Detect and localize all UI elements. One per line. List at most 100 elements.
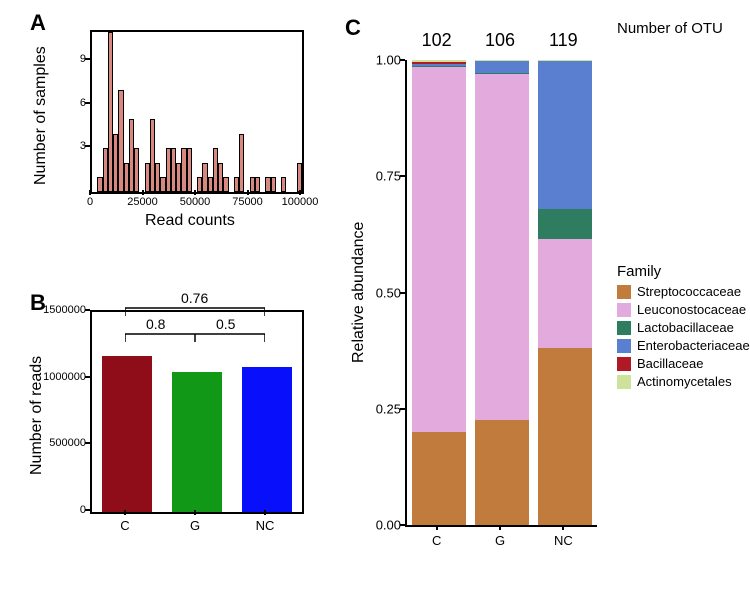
panel-c-ytick: 0.50: [367, 285, 401, 300]
panel-b-ytick: 500000: [40, 437, 86, 449]
tick-mark: [400, 292, 405, 294]
otu-count-nc: 119: [549, 30, 578, 51]
tick-mark: [85, 102, 90, 104]
pval-c-nc: 0.76: [181, 290, 208, 306]
tick-mark: [299, 190, 301, 195]
panel-b-ytick: 1000000: [40, 371, 86, 383]
tick-mark: [85, 145, 90, 147]
legend-row: Bacillaceae: [617, 356, 750, 372]
hist-bar: [255, 177, 260, 192]
stack-nc: [538, 60, 592, 525]
segment-enterobacteriaceae: [538, 61, 592, 209]
segment-leuconostocaceae: [538, 239, 592, 348]
tick-mark: [264, 510, 266, 515]
panel-a-ytick: 6: [70, 97, 86, 109]
panel-c-cat-c: C: [432, 533, 441, 548]
segment-enterobacteriaceae: [475, 61, 529, 72]
segment-bacillaceae: [475, 60, 529, 61]
segment-lactobacillaceae: [412, 66, 466, 67]
legend-swatch: [617, 357, 631, 371]
panel-c-ytick: 0.25: [367, 401, 401, 416]
hist-bar: [297, 163, 302, 192]
segment-streptococcaceae: [538, 348, 592, 525]
tick-mark: [499, 525, 501, 530]
panel-a-xlabel: Read counts: [145, 212, 235, 230]
tick-mark: [400, 408, 405, 410]
legend: Family Streptococcaceae Leuconostocaceae La…: [617, 263, 750, 392]
pval-g-nc: 0.5: [216, 316, 235, 332]
stack-g: [475, 60, 529, 525]
panel-b-cat-g: G: [190, 518, 200, 533]
panel-a-xtick: 50000: [180, 196, 211, 208]
panel-c-plot: [405, 60, 597, 527]
otu-title: Number of OTU: [617, 20, 723, 37]
legend-label: Leuconostocaceae: [637, 302, 746, 317]
panel-b-ytick: 0: [40, 504, 86, 516]
legend-label: Actinomycetales: [637, 374, 732, 389]
panel-b-ytick: 1500000: [40, 304, 86, 316]
panel-b-cat-nc: NC: [256, 518, 275, 533]
legend-swatch: [617, 339, 631, 353]
segment-lactobacillaceae: [475, 73, 529, 74]
panel-c-ytick: 0.75: [367, 169, 401, 184]
hist-bar: [281, 177, 286, 192]
tick-mark: [247, 190, 249, 195]
legend-row: Enterobacteriaceae: [617, 338, 750, 354]
panel-a-plot: [90, 30, 304, 194]
otu-count-g: 106: [485, 30, 515, 51]
segment-enterobacteriaceae: [412, 64, 466, 66]
bar-c: [102, 356, 152, 512]
tick-mark: [124, 510, 126, 515]
segment-leuconostocaceae: [475, 74, 529, 420]
otu-count-c: 102: [422, 30, 452, 51]
legend-swatch: [617, 285, 631, 299]
tick-mark: [85, 509, 90, 511]
legend-swatch: [617, 303, 631, 317]
hist-bar: [271, 177, 276, 192]
legend-label: Bacillaceae: [637, 356, 704, 371]
segment-streptococcaceae: [475, 420, 529, 525]
pval-c-g: 0.8: [146, 316, 165, 332]
bar-g: [172, 372, 222, 512]
hist-bar: [239, 134, 244, 192]
panel-a-xtick: 0: [87, 196, 93, 208]
legend-label: Streptococcaceae: [637, 284, 741, 299]
legend-swatch: [617, 321, 631, 335]
panel-c-ytick: 1.00: [367, 53, 401, 68]
tick-mark: [85, 442, 90, 444]
panel-c-cat-g: G: [495, 533, 505, 548]
panel-a-ytick: 3: [70, 140, 86, 152]
tick-mark: [142, 190, 144, 195]
legend-row: Actinomycetales: [617, 374, 750, 390]
segment-leuconostocaceae: [412, 67, 466, 432]
panel-a-xtick: 75000: [232, 196, 263, 208]
panel-b-plot: [90, 310, 304, 514]
hist-bar: [223, 177, 228, 192]
panel-c-ylabel: Relative abundance: [350, 221, 368, 362]
legend-swatch: [617, 375, 631, 389]
panel-label-c: C: [345, 15, 361, 41]
tick-mark: [85, 309, 90, 311]
tick-mark: [436, 525, 438, 530]
tick-mark: [85, 376, 90, 378]
tick-mark: [400, 175, 405, 177]
legend-label: Enterobacteriaceae: [637, 338, 750, 353]
stack-c: [412, 60, 466, 525]
tick-mark: [562, 525, 564, 530]
tick-mark: [194, 510, 196, 515]
segment-lactobacillaceae: [538, 209, 592, 239]
tick-mark: [89, 190, 91, 195]
panel-a-xtick: 100000: [282, 196, 319, 208]
segment-bacillaceae: [412, 62, 466, 63]
tick-mark: [85, 58, 90, 60]
segment-streptococcaceae: [412, 432, 466, 525]
legend-row: Leuconostocaceae: [617, 302, 750, 318]
legend-row: Streptococcaceae: [617, 284, 750, 300]
legend-title: Family: [617, 263, 750, 280]
hist-bar: [134, 148, 139, 192]
panel-c-cat-nc: NC: [554, 533, 573, 548]
panel-label-a: A: [30, 10, 46, 36]
panel-a-ylabel: Number of samples: [32, 46, 50, 185]
panel-a-xtick: 25000: [127, 196, 158, 208]
legend-label: Lactobacillaceae: [637, 320, 734, 335]
